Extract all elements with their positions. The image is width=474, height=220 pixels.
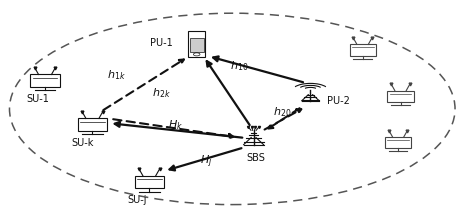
Text: $h_{20}$: $h_{20}$ (273, 105, 291, 119)
Text: $H_j$: $H_j$ (200, 154, 212, 170)
Bar (190, 38, 203, 52)
Bar (188, 31, 205, 57)
Text: $h_{2k}$: $h_{2k}$ (152, 87, 171, 100)
Bar (135, 176, 164, 188)
Bar (385, 137, 411, 148)
Text: SU-k: SU-k (72, 138, 94, 148)
Text: PU-1: PU-1 (150, 38, 173, 48)
Text: SU-1: SU-1 (27, 94, 49, 104)
Bar (387, 90, 413, 102)
Text: PU-2: PU-2 (328, 96, 350, 106)
Text: SBS: SBS (246, 153, 265, 163)
Text: SU-j: SU-j (128, 194, 147, 205)
Bar (350, 44, 376, 55)
Text: $h_{10}$: $h_{10}$ (230, 59, 248, 73)
Bar (78, 119, 107, 131)
Text: $H_k$: $H_k$ (168, 119, 183, 132)
Text: $h_{1k}$: $h_{1k}$ (107, 68, 126, 82)
Bar (30, 75, 60, 87)
